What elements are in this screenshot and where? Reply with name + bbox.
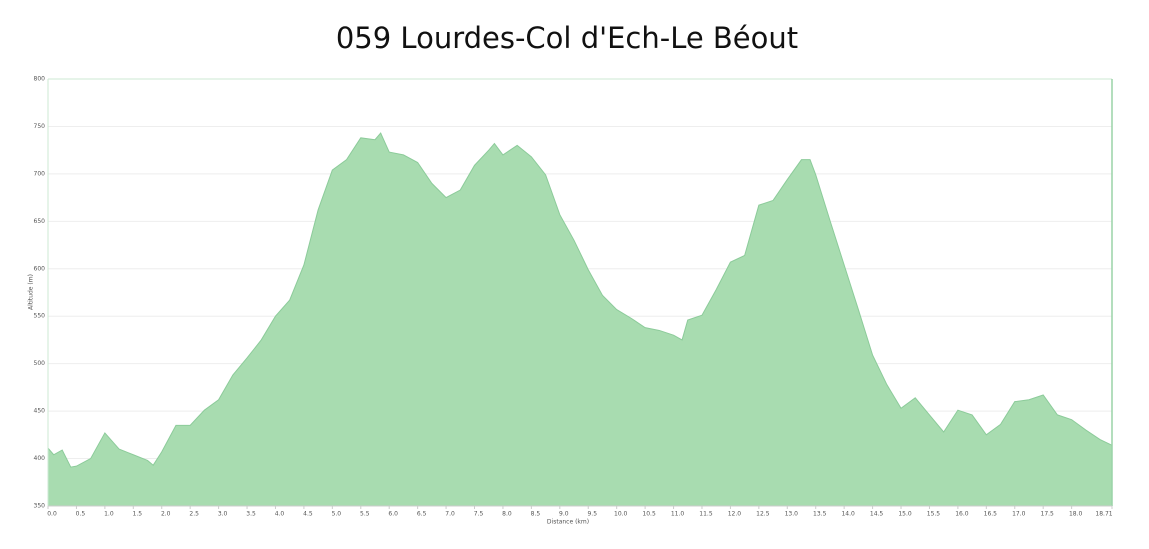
y-tick-label: 800 [34, 76, 46, 83]
x-tick-label: 18.0 [1069, 511, 1083, 518]
y-tick-label: 650 [34, 218, 46, 225]
x-tick-label: 9.0 [559, 511, 569, 518]
x-tick-label: 0.5 [76, 511, 86, 518]
x-tick-label: 6.5 [417, 511, 427, 518]
x-tick-label: 4.5 [303, 511, 313, 518]
y-tick-label: 550 [34, 313, 46, 320]
x-tick-label: 15.5 [927, 511, 941, 518]
y-tick-label: 700 [34, 170, 46, 177]
y-axis-label: Altitude (m) [28, 274, 35, 310]
x-tick-label: 1.0 [104, 511, 114, 518]
x-tick-label: 9.5 [587, 511, 597, 518]
x-tick-label: 5.5 [360, 511, 370, 518]
x-tick-label: 7.0 [445, 511, 455, 518]
y-tick-label: 450 [34, 408, 46, 415]
x-tick-label: 10.5 [642, 511, 656, 518]
y-tick-label: 400 [34, 455, 46, 462]
x-tick-label: 4.0 [275, 511, 285, 518]
x-tick-label: 2.0 [161, 511, 171, 518]
x-tick-label: 7.5 [474, 511, 484, 518]
x-tick-label: 0.0 [47, 511, 57, 518]
x-tick-label: 16.0 [955, 511, 969, 518]
x-tick-label: 18.71 [1095, 511, 1112, 518]
x-tick-label: 5.0 [332, 511, 342, 518]
x-tick-label: 6.0 [388, 511, 398, 518]
y-tick-label: 600 [34, 265, 46, 272]
x-tick-label: 16.5 [984, 511, 998, 518]
x-tick-label: 17.0 [1012, 511, 1026, 518]
x-tick-label: 15.0 [898, 511, 912, 518]
x-tick-label: 10.0 [614, 511, 628, 518]
x-tick-label: 8.0 [502, 511, 512, 518]
y-tick-label: 350 [34, 503, 46, 510]
x-tick-label: 17.5 [1041, 511, 1055, 518]
x-tick-label: 14.0 [841, 511, 855, 518]
x-tick-label: 2.5 [189, 511, 199, 518]
x-tick-label: 12.5 [756, 511, 770, 518]
x-tick-label: 3.0 [218, 511, 228, 518]
x-tick-label: 13.0 [785, 511, 799, 518]
x-axis-label: Distance (km) [547, 519, 589, 526]
area [47, 132, 1113, 507]
x-tick-label: 3.5 [246, 511, 256, 518]
x-tick-label: 13.5 [813, 511, 827, 518]
x-tick-label: 12.0 [728, 511, 742, 518]
x-tick-label: 1.5 [133, 511, 143, 518]
y-tick-label: 750 [34, 123, 46, 130]
x-tick-label: 11.5 [699, 511, 713, 518]
x-tick-label: 8.5 [531, 511, 541, 518]
x-tick-label: 14.5 [870, 511, 884, 518]
chart-title: 059 Lourdes-Col d'Ech-Le Béout [336, 21, 798, 55]
y-tick-label: 500 [34, 360, 46, 367]
x-tick-label: 11.0 [671, 511, 685, 518]
